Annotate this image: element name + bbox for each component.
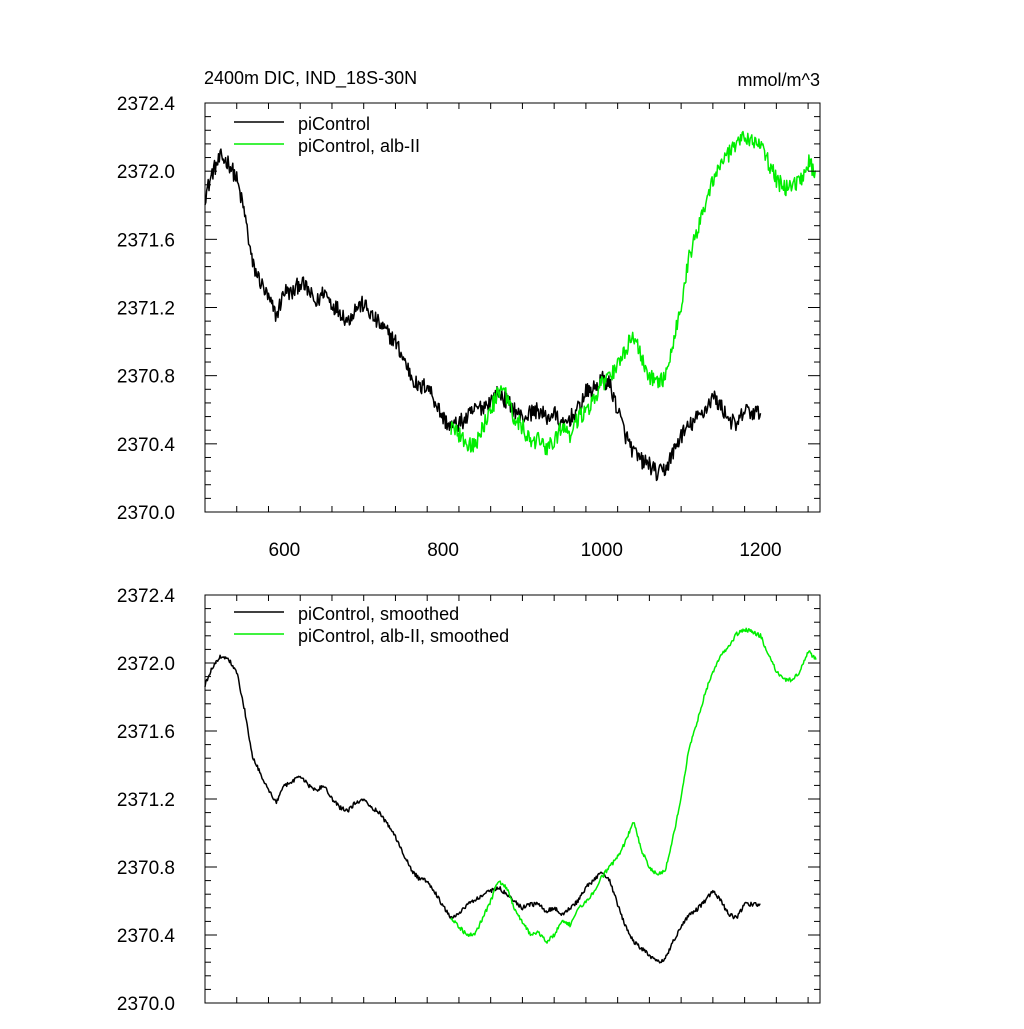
x-tick-label-1-1: 600 <box>269 540 301 561</box>
legend-label-picontrol: piControl <box>298 114 370 134</box>
y-tick-label-2-7: 2372.4 <box>117 586 176 607</box>
series-line-1-2 <box>450 130 817 456</box>
y-tick-label-2-2: 2370.4 <box>117 926 176 947</box>
y-tick-label-2-6: 2372.0 <box>117 654 175 675</box>
y-tick-label-1-3: 2370.8 <box>117 367 175 388</box>
x-tick-label-1-3: 1000 <box>581 540 623 561</box>
y-tick-label-1-5: 2371.6 <box>117 230 175 251</box>
panel-1 <box>204 102 821 513</box>
y-tick-label-1-6: 2372.0 <box>117 162 175 183</box>
y-tick-label-1-2: 2370.4 <box>117 435 176 456</box>
series-line-2-2 <box>450 627 817 944</box>
panel-2 <box>204 594 821 1004</box>
y-tick-label-1-4: 2371.2 <box>117 299 175 320</box>
series-line-1-1 <box>204 148 762 482</box>
y-tick-label-2-1: 2370.0 <box>117 994 175 1015</box>
x-tick-label-1-2: 800 <box>427 540 459 561</box>
y-tick-label-1-1: 2370.0 <box>117 503 175 524</box>
chart-title: 2400m DIC, IND_18S-30N <box>204 68 417 89</box>
y-tick-label-2-4: 2371.2 <box>117 790 175 811</box>
x-tick-label-1-4: 1200 <box>739 540 781 561</box>
legend-label-picontrol-smoothed: piControl, smoothed <box>298 604 459 624</box>
units-label: mmol/m^3 <box>738 70 820 90</box>
series-line-2-1 <box>204 654 761 964</box>
legend-label-picontrol-alb-ii: piControl, alb-II <box>298 136 420 156</box>
y-tick-label-1-7: 2372.4 <box>117 94 176 115</box>
y-tick-label-2-3: 2370.8 <box>117 858 175 879</box>
legend-label-picontrol-alb-ii-smoothed: piControl, alb-II, smoothed <box>298 626 509 646</box>
y-tick-label-2-5: 2371.6 <box>117 722 175 743</box>
